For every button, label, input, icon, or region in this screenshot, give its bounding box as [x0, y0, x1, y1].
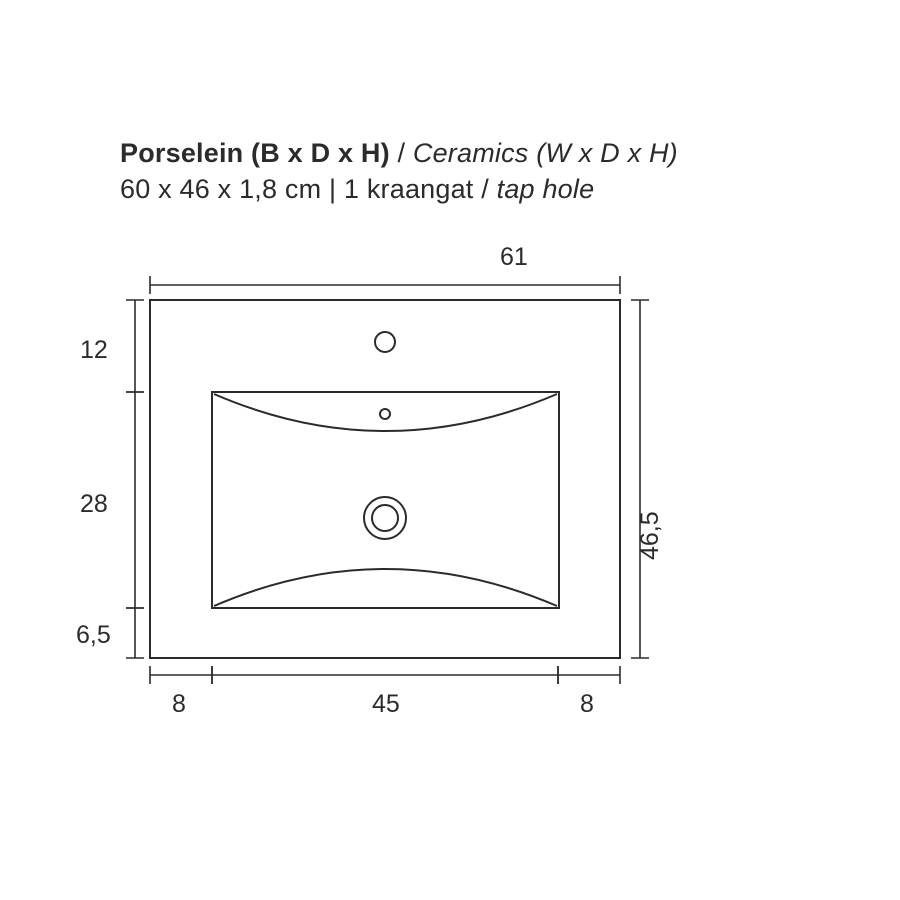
dim-bottom-8-left-label: 8 — [172, 690, 186, 718]
technical-drawing: 61 46,5 12 28 6,5 8 45 8 — [0, 0, 900, 900]
overflow-hole — [380, 409, 390, 419]
dim-bottom-45-label: 45 — [372, 690, 400, 718]
dim-left-6-5-label: 6,5 — [76, 621, 111, 649]
dim-right-height-label: 46,5 — [636, 511, 664, 560]
basin-curve-bottom — [214, 569, 557, 606]
basin-curve-top — [214, 394, 557, 431]
tap-hole — [375, 332, 395, 352]
drain-inner — [372, 505, 398, 531]
dim-bottom-8-right-label: 8 — [580, 690, 594, 718]
dim-left-28-label: 28 — [80, 490, 108, 518]
drain-outer — [364, 497, 406, 539]
dim-left-12-label: 12 — [80, 336, 108, 364]
dim-top-width-label: 61 — [500, 243, 528, 271]
basin-outline — [212, 392, 559, 608]
